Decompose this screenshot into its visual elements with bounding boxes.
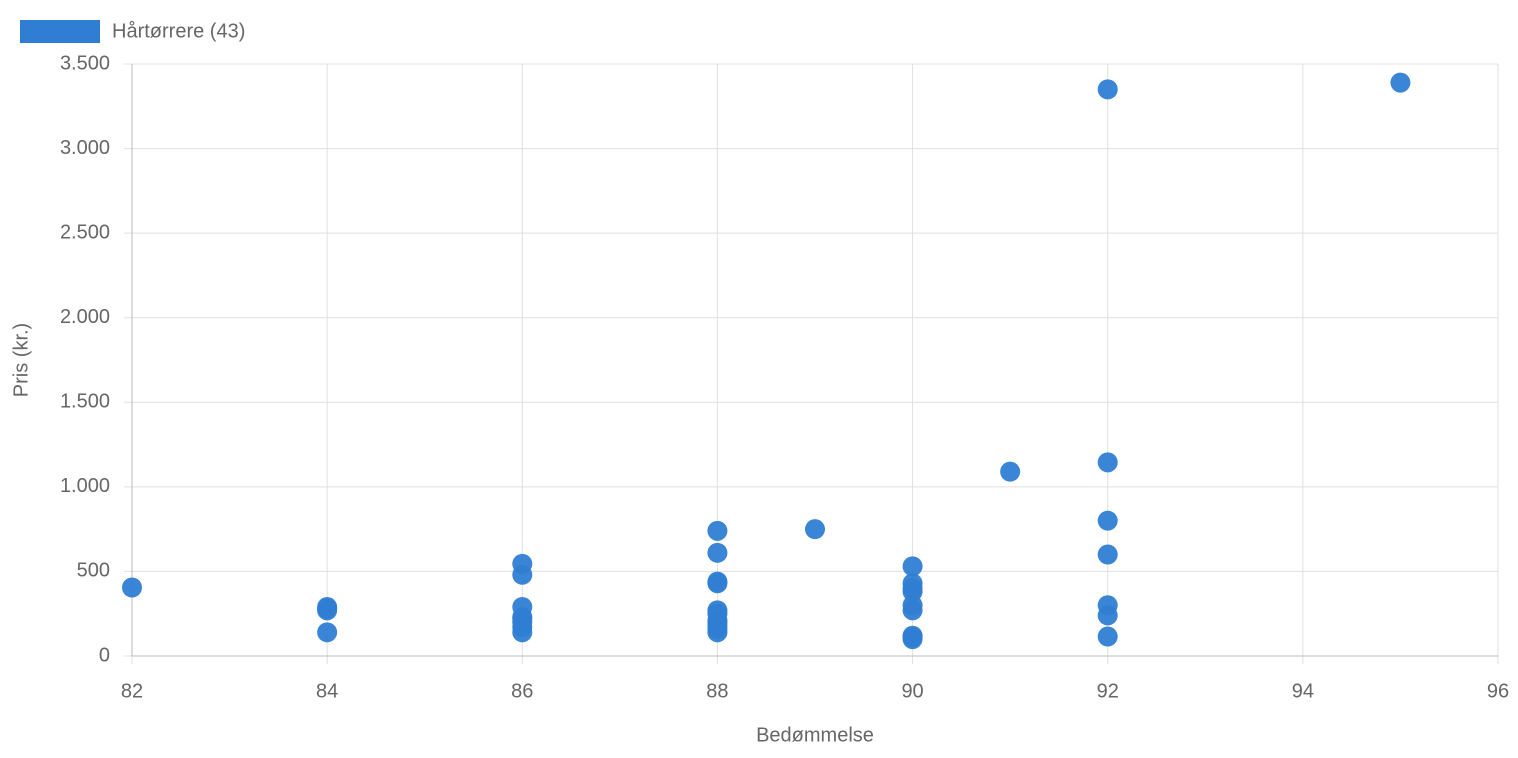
point [317,600,338,621]
x-axis-label: Bedømmelse [756,724,874,746]
x-tick-label: 84 [316,680,338,702]
point [1000,461,1021,482]
point [707,542,728,563]
y-tick-label: 2.500 [60,221,110,243]
x-tick-label: 92 [1097,680,1119,702]
x-tick-label: 82 [121,680,143,702]
point [512,564,533,585]
point [122,577,142,598]
x-tick-label: 94 [1292,680,1314,702]
point [902,600,923,621]
y-tick-label: 500 [77,560,110,582]
point [317,622,338,643]
point [1097,510,1118,531]
point [512,622,533,643]
y-tick-label: 3.500 [60,52,110,74]
y-tick-label: 3.000 [60,137,110,159]
point [707,520,728,541]
legend-label[interactable]: Hårtørrere (43) [112,20,245,42]
x-tick-label: 86 [511,680,533,702]
point [902,556,923,577]
point [707,573,728,594]
x-tick-label: 88 [706,680,728,702]
point [707,622,728,643]
point [902,629,923,650]
y-tick-label: 1.500 [60,391,110,413]
point [805,519,825,540]
point [1390,72,1411,93]
y-axis-label: Pris (kr.) [10,323,32,397]
y-tick-label: 2.000 [60,306,110,328]
x-tick-label: 96 [1487,680,1509,702]
legend-swatch[interactable] [20,20,100,43]
x-tick-label: 90 [901,680,923,702]
y-tick-label: 0 [99,644,110,666]
y-tick-label: 1.000 [60,475,110,497]
point [1097,626,1118,647]
point [1097,544,1118,565]
point [1097,452,1118,473]
point [1097,79,1118,100]
point [1097,605,1118,626]
